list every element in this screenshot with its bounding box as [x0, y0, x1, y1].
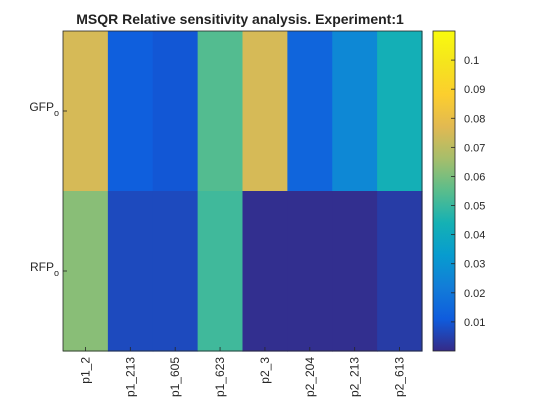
- y-tick-labels: GFPo RFPo: [29, 100, 67, 278]
- colorbar-tick-label: 0.02: [464, 288, 485, 300]
- x-tick-label: p2_3: [258, 357, 272, 384]
- x-tick-label: p1_2: [78, 357, 92, 384]
- heatmap-cell: [152, 191, 199, 352]
- heatmap-cell: [287, 191, 333, 352]
- x-tick-label: p2_213: [348, 357, 362, 397]
- heatmap-cell: [63, 31, 109, 192]
- heatmap-cell: [287, 31, 333, 192]
- colorbar-tick-label: 0.06: [464, 171, 485, 183]
- colorbar-tick-label: 0.05: [464, 201, 485, 213]
- colorbar-tick-label: 0.07: [464, 142, 485, 154]
- heatmap-cell: [377, 31, 423, 192]
- heatmap-cell: [63, 191, 109, 352]
- plot-frame: [62, 30, 423, 352]
- x-tick-label: p2_613: [393, 357, 407, 397]
- y-tick-label: GFPo: [29, 100, 59, 118]
- heatmap-cell: [332, 31, 378, 192]
- heatmap-cell: [152, 31, 199, 192]
- y-tick-label: RFPo: [30, 260, 59, 278]
- x-tick-label: p1_623: [213, 357, 227, 397]
- x-tick-label: p2_204: [303, 357, 317, 397]
- heatmap-cell: [107, 191, 154, 352]
- heatmap-cell: [332, 191, 378, 352]
- colorbar-tick-label: 0.1: [464, 55, 479, 67]
- colorbar-tick-labels: 0.01 0.02 0.03 0.04 0.05 0.06 0.07 0.08 0.09 0.1: [451, 55, 485, 329]
- colorbar: [432, 30, 456, 352]
- colorbar-tick-label: 0.08: [464, 113, 485, 125]
- colorbar-tick-label: 0.03: [464, 259, 485, 271]
- heatmap-cell: [197, 191, 244, 352]
- x-tick-label: p1_213: [123, 357, 137, 397]
- x-tick-label: p1_605: [168, 357, 182, 397]
- chart-title: MSQR Relative sensitivity analysis. Expe…: [76, 11, 404, 27]
- heatmap-cell: [107, 31, 154, 192]
- heatmap-cell: [197, 31, 244, 192]
- heatmap-cells: [63, 31, 423, 352]
- colorbar-tick-label: 0.01: [464, 317, 485, 329]
- heatmap-cell: [242, 191, 288, 352]
- colorbar-tick-label: 0.09: [464, 84, 485, 96]
- colorbar-tick-label: 0.04: [464, 230, 485, 242]
- heatmap-cell: [377, 191, 423, 352]
- heatmap-cell: [242, 31, 288, 192]
- x-tick-labels: p1_2 p1_213 p1_605 p1_623 p2_3 p2_204 p2_213 p2…: [78, 347, 407, 397]
